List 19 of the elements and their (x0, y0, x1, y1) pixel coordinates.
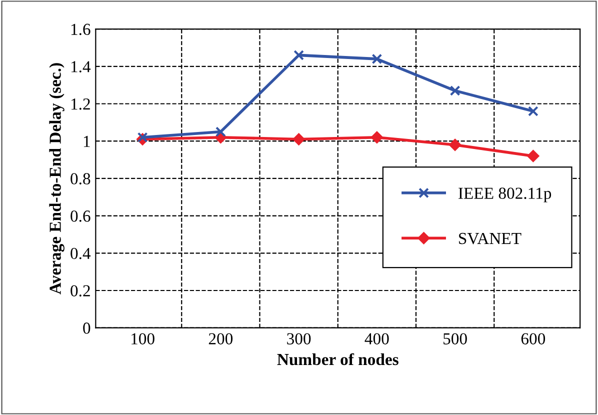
x-tick-label: 300 (287, 333, 311, 344)
y-tick-label: 1 (84, 136, 90, 147)
y-tick-label: 0 (83, 322, 90, 334)
y-tick-label: 1.6 (71, 24, 90, 36)
x-axis-title: Number of nodes (277, 353, 398, 366)
y-tick-label: 0.8 (70, 173, 90, 184)
x-tick-label: 600 (521, 333, 546, 344)
legend-label: SVANET (459, 232, 522, 244)
y-tick-label: 0.2 (70, 285, 90, 297)
y-axis-title: Average End-to-End Delay (sec.) (49, 63, 64, 294)
y-tick-label: 0.6 (70, 210, 90, 222)
legend-label: IEEE 802.11p (458, 188, 552, 202)
x-tick-label: 400 (364, 333, 389, 344)
y-tick-label: 1.2 (71, 98, 90, 110)
y-tick-label: 1.4 (71, 61, 91, 72)
x-tick-label: 100 (132, 333, 154, 344)
y-tick-label: 0.4 (70, 248, 91, 260)
x-tick-label: 200 (208, 333, 233, 344)
x-tick-label: 500 (444, 333, 467, 344)
